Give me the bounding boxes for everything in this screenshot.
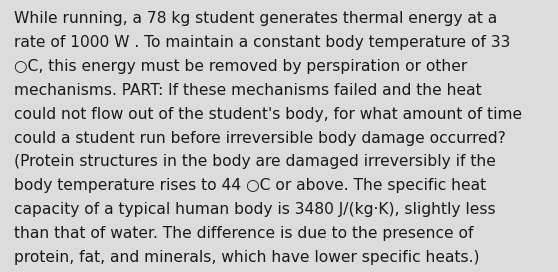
Text: protein, fat, and minerals, which have lower specific heats.): protein, fat, and minerals, which have l…: [14, 250, 479, 265]
Text: ○C, this energy must be removed by perspiration or other: ○C, this energy must be removed by persp…: [14, 59, 467, 74]
Text: could not flow out of the student's body, for what amount of time: could not flow out of the student's body…: [14, 107, 522, 122]
Text: rate of 1000 W . To maintain a constant body temperature of 33: rate of 1000 W . To maintain a constant …: [14, 35, 511, 50]
Text: than that of water. The difference is due to the presence of: than that of water. The difference is du…: [14, 226, 473, 241]
Text: body temperature rises to 44 ○C or above. The specific heat: body temperature rises to 44 ○C or above…: [14, 178, 486, 193]
Text: While running, a 78 kg student generates thermal energy at a: While running, a 78 kg student generates…: [14, 11, 497, 26]
Text: (Protein structures in the body are damaged irreversibly if the: (Protein structures in the body are dama…: [14, 154, 496, 169]
Text: mechanisms. PART: If these mechanisms failed and the heat: mechanisms. PART: If these mechanisms fa…: [14, 83, 482, 98]
Text: capacity of a typical human body is 3480 J/(kg·K), slightly less: capacity of a typical human body is 3480…: [14, 202, 496, 217]
Text: could a student run before irreversible body damage occurred?: could a student run before irreversible …: [14, 131, 506, 146]
